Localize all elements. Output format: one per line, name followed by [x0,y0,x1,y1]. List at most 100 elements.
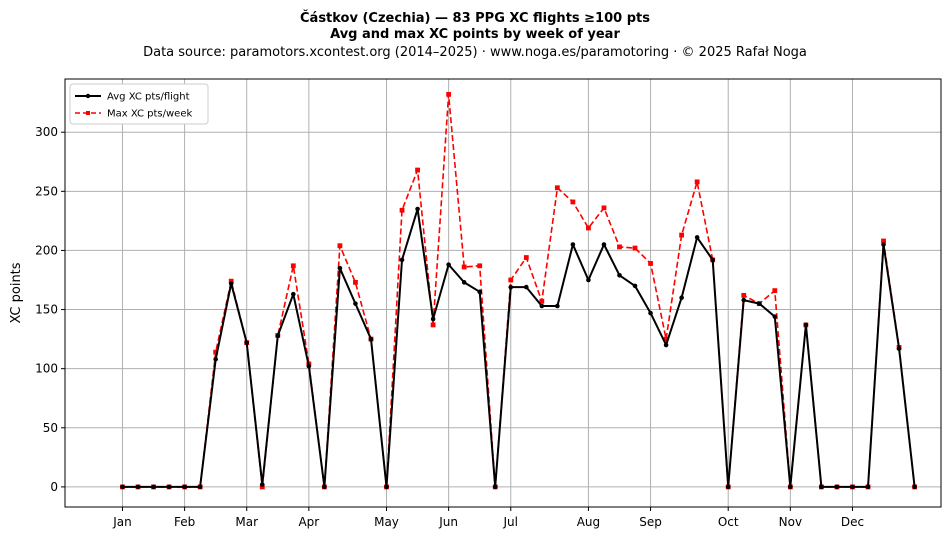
y-tick-label: 50 [43,421,58,435]
max-point [601,205,607,211]
max-point [477,263,483,269]
x-tick-label: Nov [779,515,802,529]
avg-point [135,484,141,490]
avg-point [865,484,871,490]
max-point [772,288,778,294]
avg-point [259,482,265,487]
avg-point [291,291,296,297]
avg-point [803,322,809,328]
avg-point [322,484,327,490]
avg-point [508,284,514,290]
axes: 0 50 100 150 200 250 300 Jan Feb Mar Apr May Jun Jul A… [35,125,864,529]
avg-point [539,303,545,309]
max-point [617,244,622,250]
max-point [415,167,420,173]
max-point [663,336,669,342]
legend-avg-label: Avg XC pts/flight [107,92,190,103]
avg-point [120,484,125,490]
y-tick-label: 0 [50,480,58,494]
y-tick-label: 150 [35,303,58,317]
y-tick-label: 250 [35,184,58,198]
y-tick-label: 300 [35,125,58,139]
avg-point [430,316,436,322]
avg-point [337,265,343,271]
max-point [523,255,529,260]
max-point [508,277,514,283]
max-point [353,279,358,285]
max-point [290,263,296,269]
avg-point [819,484,824,490]
x-tick-label: Feb [174,515,195,529]
avg-point [788,484,793,490]
avg-point [601,242,607,247]
avg-point [477,289,483,295]
chart-subtitle: Data source: paramotors.xcontest.org (20… [143,45,807,60]
x-tick-label: Jul [503,515,518,529]
avg-series-line [122,208,916,488]
x-tick-label: Oct [718,515,739,529]
avg-point [632,283,638,289]
avg-point [399,257,405,263]
avg-point [896,346,902,351]
avg-point [679,295,684,301]
max-point [461,264,467,270]
avg-point [415,206,420,212]
max-point [399,207,405,213]
avg-point [772,314,778,319]
x-tick-label: Jan [112,515,132,529]
x-tick-label: Aug [577,515,600,529]
max-series-line [122,93,916,488]
legend: Avg XC pts/flight Max XC pts/week [69,83,209,125]
avg-point [306,364,312,369]
x-tick-label: Jun [438,515,458,529]
x-tick-label: Apr [298,515,319,529]
max-point [741,292,747,298]
max-point [694,179,700,185]
x-tick-label: May [374,515,399,529]
x-tick-label: Dec [841,515,864,529]
avg-point [151,484,156,490]
avg-point [648,310,653,316]
max-point [648,261,653,266]
legend-max-label: Max XC pts/week [107,109,192,120]
avg-point [725,484,731,490]
max-point [228,278,234,284]
avg-point [555,303,560,309]
avg-point [663,342,669,348]
max-point [259,484,265,490]
chart-title-line1: Částkov (Czechia) — 83 PPG XC flights ≥1… [300,10,650,26]
max-point [881,238,886,244]
max-point [539,298,545,304]
max-point [446,91,452,97]
avg-point [353,301,358,306]
avg-point [446,262,451,267]
grid-lines [65,79,941,507]
avg-point [244,340,250,345]
legend-max-marker [86,111,90,115]
avg-point [228,281,234,286]
legend-avg-marker [85,93,91,99]
max-point [632,245,638,251]
y-tick-label: 200 [35,243,58,257]
x-tick-label: Sep [639,515,662,529]
legend-box [69,83,209,125]
max-point [570,199,576,205]
plot-frame [64,78,942,508]
avg-point [756,301,762,306]
y-axis-label: XC points [9,262,24,323]
chart-title-line2: Avg and max XC points by week of year [330,27,620,42]
avg-point [741,297,747,303]
avg-point [694,235,700,240]
max-point [430,322,436,328]
series-layer [120,91,917,490]
avg-point [166,484,172,490]
max-point [554,185,560,191]
avg-point [384,484,389,490]
avg-point [197,484,203,490]
avg-point [368,336,374,342]
avg-point [570,242,576,247]
avg-point [834,484,840,490]
avg-point [912,484,917,490]
y-tick-label: 100 [35,362,58,376]
